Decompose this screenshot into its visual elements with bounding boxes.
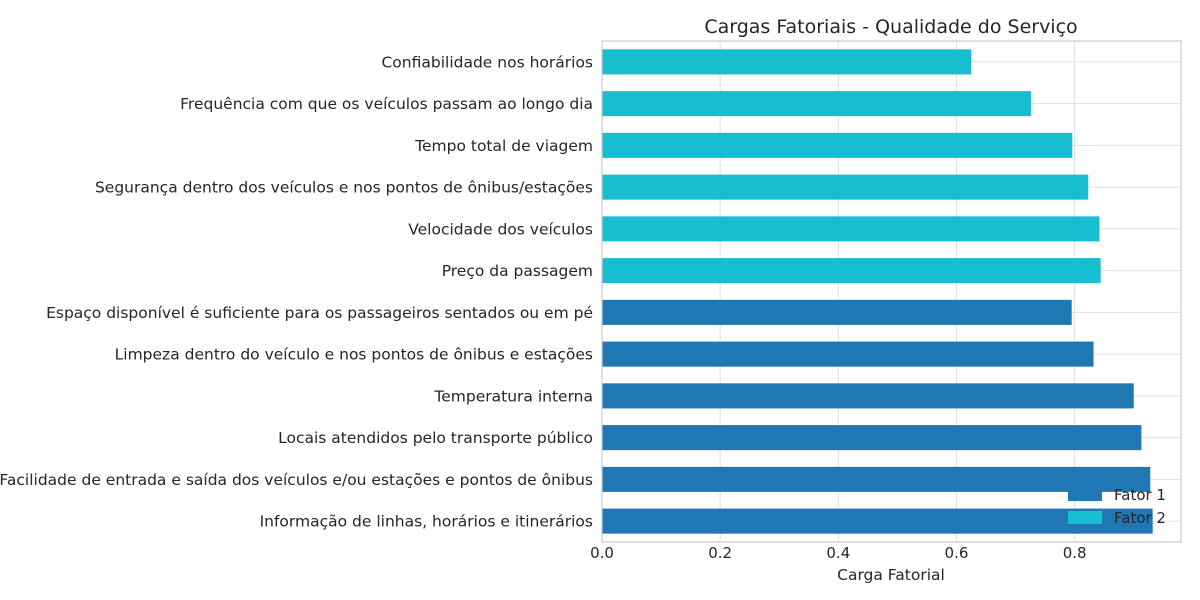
plot-frame bbox=[601, 40, 1182, 543]
bar bbox=[602, 299, 1072, 325]
bar bbox=[602, 91, 1031, 117]
x-tick-label: 0.6 bbox=[945, 544, 969, 562]
category-label: Confiabilidade nos horários bbox=[381, 53, 593, 71]
category-labels: Confiabilidade nos horários Frequência co… bbox=[0, 53, 593, 530]
x-tick-label: 0.4 bbox=[826, 544, 850, 562]
legend-swatch bbox=[1068, 511, 1102, 524]
x-axis-label: Carga Fatorial bbox=[837, 566, 945, 584]
x-tick-labels: 0.0 0.2 0.4 0.6 0.8 bbox=[590, 544, 1087, 562]
category-label: Velocidade dos veículos bbox=[408, 220, 593, 238]
bar bbox=[602, 49, 972, 75]
bar bbox=[602, 258, 1101, 284]
category-label: Limpeza dentro do veículo e nos pontos d… bbox=[115, 346, 593, 364]
bar bbox=[602, 425, 1142, 451]
legend-label: Fator 2 bbox=[1114, 509, 1166, 527]
category-label: Temperatura interna bbox=[433, 387, 593, 405]
category-label: Preço da passagem bbox=[442, 262, 593, 280]
category-label: Informação de linhas, horários e itinerá… bbox=[260, 513, 593, 531]
chart-title: Cargas Fatoriais - Qualidade do Serviço bbox=[704, 16, 1077, 38]
category-label: Locais atendidos pelo transporte público bbox=[278, 429, 593, 447]
legend: Fator 1 Fator 2 bbox=[1068, 486, 1166, 527]
x-tick-label: 0.2 bbox=[708, 544, 732, 562]
category-label: Frequência com que os veículos passam ao… bbox=[180, 95, 593, 113]
category-label: Espaço disponível é suficiente para os p… bbox=[46, 304, 593, 322]
bar bbox=[602, 216, 1100, 242]
bar bbox=[602, 466, 1151, 492]
category-label: Facilidade de entrada e saída dos veícul… bbox=[0, 471, 593, 489]
category-label: Segurança dentro dos veículos e nos pont… bbox=[95, 179, 593, 197]
bar bbox=[602, 132, 1073, 158]
x-tick-label: 0.0 bbox=[590, 544, 614, 562]
bar bbox=[602, 508, 1153, 534]
category-label: Tempo total de viagem bbox=[414, 137, 593, 155]
bar bbox=[602, 174, 1089, 200]
legend-label: Fator 1 bbox=[1114, 486, 1166, 504]
bar bbox=[602, 383, 1134, 409]
bars bbox=[602, 49, 1153, 534]
legend-swatch bbox=[1068, 488, 1102, 501]
x-tick-label: 0.8 bbox=[1063, 544, 1087, 562]
bar bbox=[602, 341, 1094, 367]
